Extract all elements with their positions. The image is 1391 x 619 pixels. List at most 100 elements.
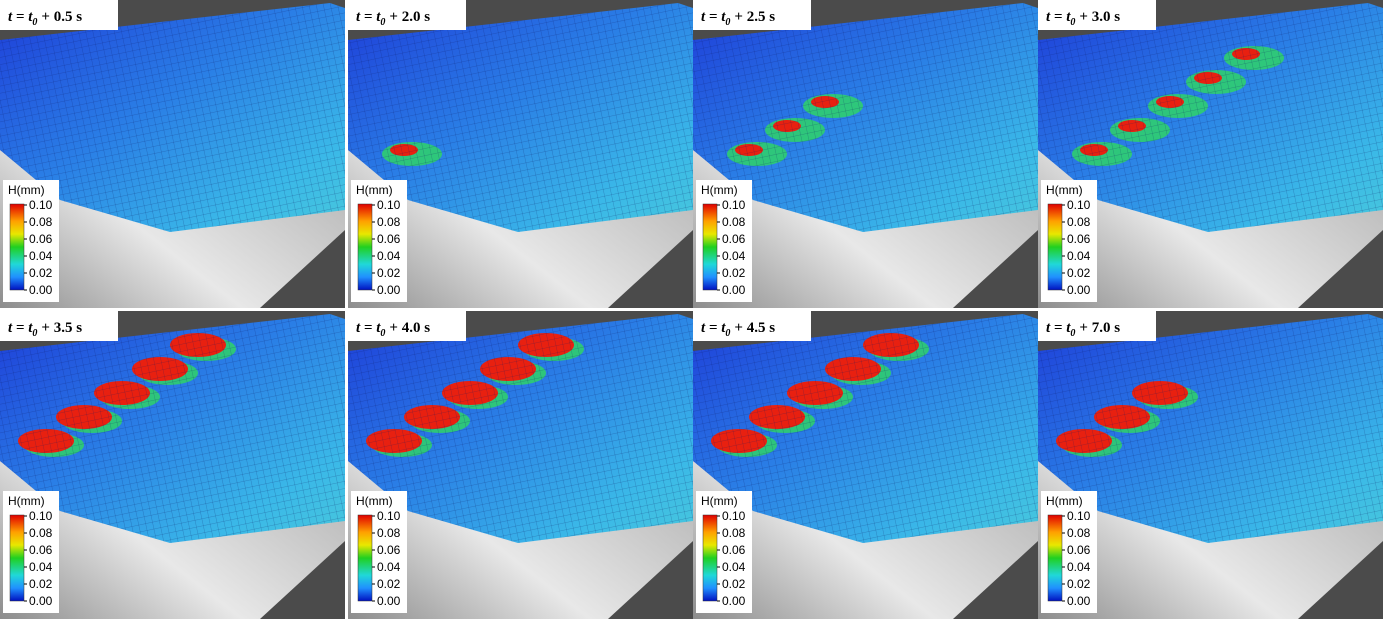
colorbar-tick-label: 0.10 — [29, 198, 53, 212]
colorbar-tick-label: 0.10 — [377, 509, 401, 523]
colorbar-tick-label: 0.02 — [377, 266, 401, 280]
panel: t = t0 + 2.0 s H(mm)0.10 0.08 0.06 0.04 0.02 0.… — [348, 0, 693, 308]
colorbar-tick-label: 0.02 — [722, 266, 746, 280]
label-box — [348, 311, 466, 341]
time-sub: 0 — [725, 328, 730, 339]
colorbar — [1047, 514, 1063, 602]
colorbar-tick-label: 0.10 — [1067, 509, 1091, 523]
label-box — [0, 0, 118, 30]
colorbar-tick-label: 0.04 — [377, 249, 401, 263]
colorbar-tick-label: 0.00 — [377, 283, 401, 297]
label-box — [1038, 0, 1156, 30]
label-box — [693, 311, 811, 341]
time-offset: + 0.5 s — [41, 9, 82, 25]
time-var: t = t — [701, 320, 726, 336]
colorbar-tick-label: 0.04 — [1067, 249, 1091, 263]
time-label: t = t0 + 2.5 s — [701, 9, 775, 28]
colorbar-title: H(mm) — [701, 494, 738, 508]
time-sub: 0 — [380, 17, 385, 28]
panel: t = t0 + 4.0 s H(mm)0.10 0.08 0.06 0.04 0.02 0.… — [348, 311, 693, 619]
colorbar-tick-label: 0.06 — [377, 543, 401, 557]
colorbar-tick-label: 0.04 — [377, 560, 401, 574]
time-sub: 0 — [32, 17, 37, 28]
colorbar-tick-label: 0.04 — [722, 249, 746, 263]
time-label: t = t0 + 2.0 s — [356, 9, 430, 28]
mesh — [1038, 314, 1383, 543]
colorbar-title: H(mm) — [8, 494, 45, 508]
colorbar-tick-label: 0.06 — [1067, 543, 1091, 557]
colorbar-tick-label: 0.00 — [1067, 594, 1091, 608]
panel: t = t0 + 7.0 s H(mm)0.10 0.08 0.06 0.04 0.02 0.… — [1038, 311, 1383, 619]
colorbar-tick-label: 0.06 — [1067, 232, 1091, 246]
time-offset: + 7.0 s — [1079, 320, 1120, 336]
colorbar-tick-label: 0.06 — [722, 232, 746, 246]
colorbar-title: H(mm) — [356, 183, 393, 197]
time-var: t = t — [8, 9, 33, 25]
colorbar-tick-label: 0.04 — [29, 249, 53, 263]
colorbar-tick-label: 0.02 — [29, 266, 53, 280]
time-offset: + 4.0 s — [389, 320, 430, 336]
colorbar — [1047, 203, 1063, 291]
colorbar-tick-label: 0.08 — [1067, 215, 1091, 229]
time-offset: + 4.5 s — [734, 320, 775, 336]
time-label: t = t0 + 3.0 s — [1046, 9, 1120, 28]
colorbar — [357, 514, 373, 602]
time-offset: + 3.0 s — [1079, 9, 1120, 25]
colorbar-tick-label: 0.08 — [1067, 526, 1091, 540]
colorbar-tick-label: 0.08 — [29, 215, 53, 229]
colorbar-tick-label: 0.10 — [722, 198, 746, 212]
colorbar-title: H(mm) — [701, 183, 738, 197]
colorbar — [357, 203, 373, 291]
colorbar-tick-label: 0.00 — [377, 594, 401, 608]
colorbar-tick-label: 0.02 — [29, 577, 53, 591]
time-var: t = t — [8, 320, 33, 336]
colorbar — [9, 203, 25, 291]
time-offset: + 3.5 s — [41, 320, 82, 336]
time-sub: 0 — [32, 328, 37, 339]
time-var: t = t — [1046, 9, 1071, 25]
colorbar-tick-label: 0.00 — [1067, 283, 1091, 297]
mesh — [0, 3, 345, 232]
colorbar — [9, 514, 25, 602]
colorbar-tick-label: 0.10 — [29, 509, 53, 523]
time-var: t = t — [356, 320, 381, 336]
mesh — [0, 314, 345, 543]
colorbar-tick-label: 0.00 — [29, 594, 53, 608]
colorbar-tick-label: 0.10 — [722, 509, 746, 523]
colorbar-tick-label: 0.08 — [377, 526, 401, 540]
colorbar-tick-label: 0.02 — [377, 577, 401, 591]
colorbar-title: H(mm) — [8, 183, 45, 197]
colorbar-tick-label: 0.10 — [1067, 198, 1091, 212]
colorbar-tick-label: 0.04 — [1067, 560, 1091, 574]
colorbar-title: H(mm) — [1046, 183, 1083, 197]
colorbar-tick-label: 0.04 — [722, 560, 746, 574]
time-label: t = t0 + 4.5 s — [701, 320, 775, 339]
colorbar — [702, 514, 718, 602]
time-offset: + 2.5 s — [734, 9, 775, 25]
time-label: t = t0 + 3.5 s — [8, 320, 82, 339]
time-var: t = t — [701, 9, 726, 25]
time-offset: + 2.0 s — [389, 9, 430, 25]
colorbar-tick-label: 0.08 — [722, 526, 746, 540]
time-sub: 0 — [1070, 328, 1075, 339]
panel: t = t0 + 4.5 s H(mm)0.10 0.08 0.06 0.04 0.02 0.… — [693, 311, 1038, 619]
time-label: t = t0 + 4.0 s — [356, 320, 430, 339]
time-label: t = t0 + 0.5 s — [8, 9, 82, 28]
colorbar-tick-label: 0.00 — [722, 594, 746, 608]
colorbar — [702, 203, 718, 291]
colorbar-tick-label: 0.06 — [29, 232, 53, 246]
label-box — [693, 0, 811, 30]
colorbar-tick-label: 0.04 — [29, 560, 53, 574]
colorbar-tick-label: 0.08 — [377, 215, 401, 229]
colorbar-tick-label: 0.06 — [29, 543, 53, 557]
label-box — [0, 311, 118, 341]
colorbar-tick-label: 0.00 — [722, 283, 746, 297]
colorbar-tick-label: 0.08 — [722, 215, 746, 229]
colorbar-tick-label: 0.08 — [29, 526, 53, 540]
colorbar-tick-label: 0.02 — [1067, 577, 1091, 591]
mesh — [348, 314, 693, 543]
colorbar-tick-label: 0.06 — [377, 232, 401, 246]
time-label: t = t0 + 7.0 s — [1046, 320, 1120, 339]
time-sub: 0 — [1070, 17, 1075, 28]
